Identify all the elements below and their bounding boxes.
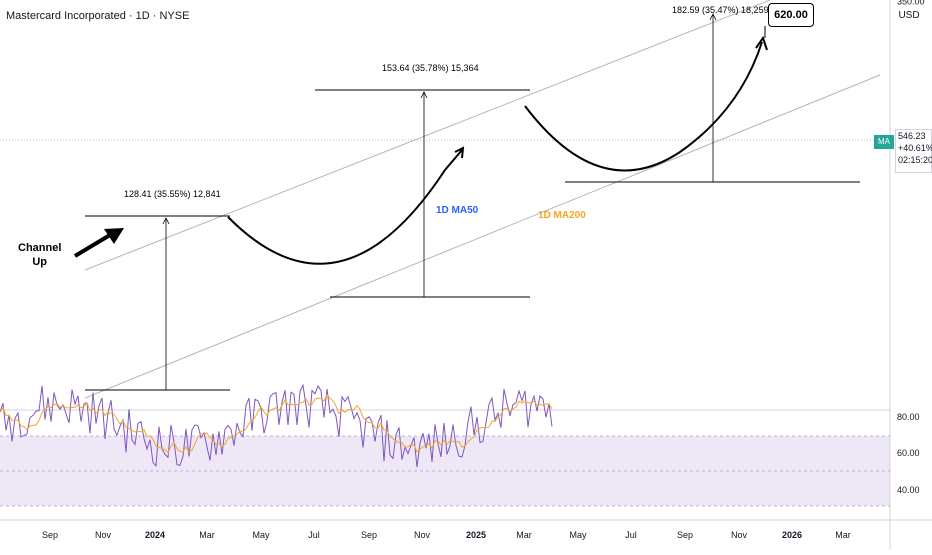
measure-label-2: 153.64 (35.78%) 15,364 <box>382 63 479 73</box>
projection-curve-head <box>755 35 768 51</box>
time-tick-label: Nov <box>731 530 748 540</box>
measure-arrow-1-head <box>162 217 170 225</box>
channel-arrow <box>73 230 117 258</box>
time-tick-label: Mar <box>199 530 215 540</box>
rsi-ma-series-line <box>0 393 553 454</box>
rsi-tick-label: 40.00 <box>897 485 920 495</box>
bar-timer: 02:15:20 <box>898 155 932 165</box>
currency-button[interactable]: USD <box>898 10 920 21</box>
channel-up-line1: Channel <box>18 242 62 254</box>
time-tick-label: Nov <box>95 530 112 540</box>
cup-curve-1-head <box>454 146 465 159</box>
channel-up-label: Channel Up <box>18 241 61 269</box>
chart-title: Mastercard Incorporated · 1D · NYSE <box>6 10 190 22</box>
channel-up-line2: Up <box>32 256 48 268</box>
target-label: 620.00 <box>768 3 814 27</box>
time-tick-label: May <box>252 530 270 540</box>
channel-upper-line <box>84 0 771 271</box>
price-change: +40.61% <box>898 143 932 153</box>
time-tick-label: May <box>569 530 587 540</box>
measure-label-3: 182.59 (35.47%) 18,259 <box>672 5 769 15</box>
ma50-label: 1D MA50 <box>436 205 479 216</box>
rsi-tick-label: 60.00 <box>897 448 920 458</box>
measure-arrow-2-head <box>420 91 428 99</box>
time-tick-label: Jul <box>308 530 320 540</box>
time-tick-label: Sep <box>42 530 58 540</box>
time-tick-label: Sep <box>361 530 377 540</box>
time-tick-label: 2025 <box>466 530 486 540</box>
time-tick-label: Mar <box>516 530 532 540</box>
channel-arrow-head <box>104 228 124 244</box>
price-tick-label: 350.00 <box>897 0 925 7</box>
channel-lower-line <box>84 74 881 399</box>
time-tick-label: 2024 <box>145 530 165 540</box>
time-tick-label: Sep <box>677 530 693 540</box>
rsi-series-line <box>0 383 553 468</box>
symbol-tag: MA <box>874 135 894 149</box>
time-tick-label: Nov <box>414 530 431 540</box>
price-value: 546.23 <box>898 131 926 141</box>
projection-curve <box>524 41 763 172</box>
ma200-label: 1D MA200 <box>538 210 586 221</box>
time-tick-label: Mar <box>835 530 851 540</box>
measure-label-1: 128.41 (35.55%) 12,841 <box>124 189 221 199</box>
time-tick-label: Jul <box>625 530 637 540</box>
price-tag: 546.23 +40.61% 02:15:20 <box>895 129 932 173</box>
measure-arrow-3-head <box>709 13 717 21</box>
rsi-tick-label: 80.00 <box>897 412 920 422</box>
time-tick-label: 2026 <box>782 530 802 540</box>
cup-curve-1 <box>227 149 463 265</box>
